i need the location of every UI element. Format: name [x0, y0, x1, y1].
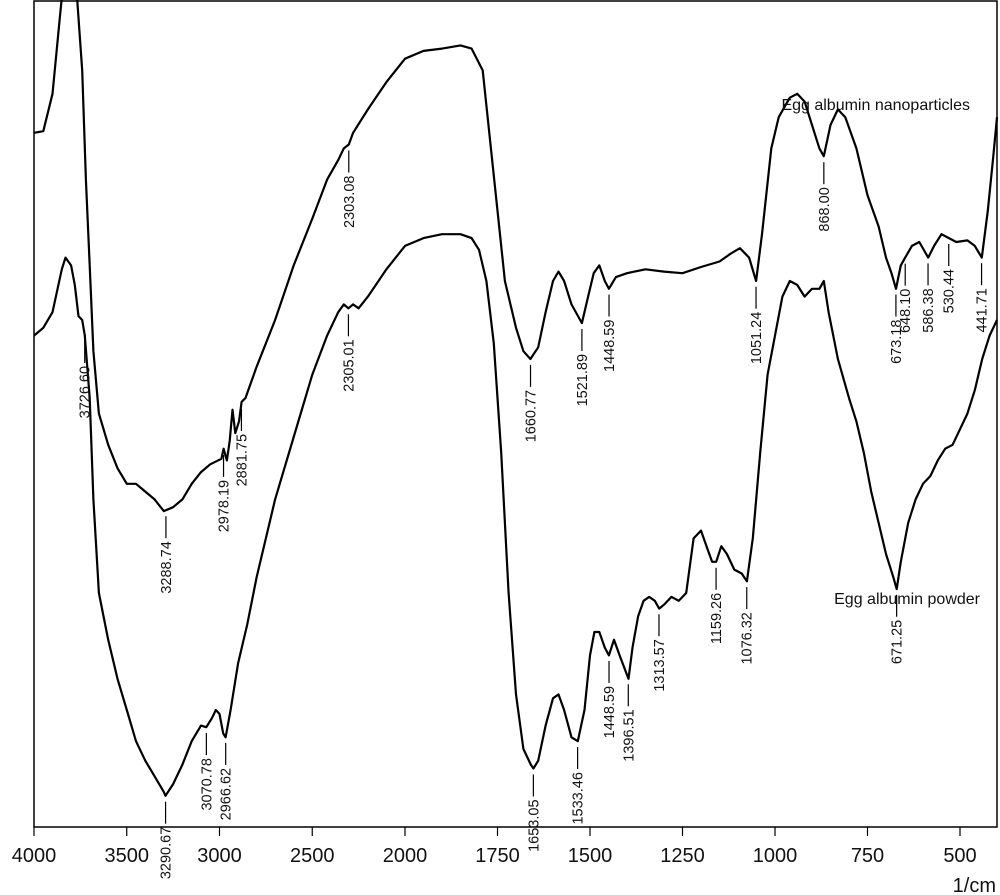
plot-frame [33, 0, 998, 828]
peak-label-1-3: 2966.62 [219, 768, 235, 820]
peak-label-1-7: 1448.59 [602, 686, 618, 738]
peak-label-0-9: 673.18 [889, 320, 905, 364]
x-tick-label-1750: 1750 [475, 845, 520, 867]
peak-label-0-12: 530.44 [942, 269, 958, 313]
x-tick-label-1000: 1000 [753, 845, 798, 867]
peak-label-1-11: 1076.32 [740, 612, 756, 664]
x-tick-label-500: 500 [943, 845, 976, 867]
x-tick-label-2500: 2500 [290, 845, 335, 867]
x-tick-label-750: 750 [851, 845, 884, 867]
series-label-powder: Egg albumin powder [834, 591, 981, 608]
peak-label-1-0: 3726.60 [78, 366, 94, 418]
peak-label-0-10: 648.10 [898, 289, 914, 333]
peak-label-1-12: 671.25 [890, 620, 906, 664]
series-label-nanoparticles: Egg albumin nanoparticles [781, 97, 970, 114]
peak-label-1-9: 1313.57 [652, 639, 668, 691]
peak-label-1-8: 1396.51 [621, 709, 637, 761]
peak-label-0-2: 2881.75 [234, 434, 250, 486]
x-tick-label-2000: 2000 [383, 845, 428, 867]
peak-label-0-3: 2303.08 [342, 176, 358, 228]
series-line-1 [33, 233, 998, 797]
peak-label-1-1: 3290.67 [159, 827, 175, 879]
peak-label-0-8: 868.00 [817, 187, 833, 231]
x-tick-label-3500: 3500 [105, 845, 150, 867]
x-tick-label-1250: 1250 [660, 845, 705, 867]
x-tick-label-4000: 4000 [12, 845, 57, 867]
peak-label-0-1: 2978.19 [217, 480, 233, 532]
peak-label-0-4: 1660.77 [524, 390, 540, 442]
x-tick-label-3000: 3000 [197, 845, 242, 867]
series-line-0 [33, 0, 999, 513]
series-layer [33, 0, 999, 797]
x-tick-label-1500: 1500 [568, 845, 613, 867]
peak-label-1-6: 1533.46 [571, 772, 587, 824]
x-axis-ticks: 4000 3500 3000 2500 2000 1750 1500 1250 1000 750 5… [12, 827, 977, 867]
peak-label-1-10: 1159.26 [709, 593, 725, 644]
peak-label-0-6: 1448.59 [602, 320, 618, 372]
peak-label-1-4: 2305.01 [341, 339, 357, 391]
peak-label-1-2: 3070.78 [199, 758, 215, 810]
peak-label-0-7: 1051.24 [749, 312, 765, 364]
peak-label-0-0: 3288.74 [159, 541, 175, 593]
x-axis-unit-label: 1/cm [953, 875, 996, 895]
peak-label-0-5: 1521.89 [575, 354, 591, 406]
peak-label-0-11: 586.38 [921, 288, 937, 332]
peak-label-0-13: 441.71 [975, 288, 991, 332]
peak-label-1-5: 1653.05 [526, 799, 542, 851]
